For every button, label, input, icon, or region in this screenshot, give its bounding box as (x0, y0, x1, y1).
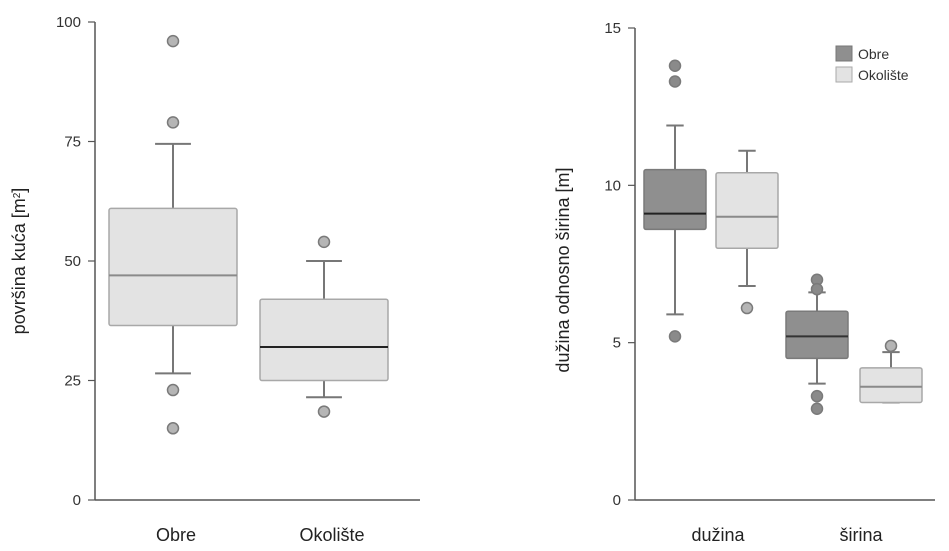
right-y-ticks: 0 5 10 15 (604, 20, 635, 509)
box-iqr (785, 310, 849, 360)
right-y-tick-label: 0 (613, 492, 621, 509)
right-category-label-duzina: dužina (691, 525, 745, 545)
right-boxes (643, 59, 923, 415)
legend-label-okoliste: Okolište (858, 67, 909, 83)
box-iqr (108, 207, 238, 327)
left-y-axis-title: površina kuća [m2] (9, 188, 29, 335)
left-category-label-obre: Obre (156, 525, 196, 545)
left-y-tick-label: 100 (56, 14, 81, 31)
outlier-point (317, 405, 331, 418)
right-y-tick-label: 15 (604, 20, 621, 37)
right-box-0 (643, 59, 707, 343)
left-box-1 (259, 235, 389, 418)
outlier-point (317, 235, 331, 249)
left-y-axis-title-end: ] (9, 188, 29, 193)
right-category-label-sirina: širina (839, 525, 883, 545)
outlier-point (810, 389, 824, 403)
outlier-point (810, 402, 824, 415)
left-y-tick-label: 75 (64, 134, 81, 151)
chart-right: 0 5 10 15 dužina širina dužina odnosno širi… (553, 20, 935, 545)
right-y-tick-label: 5 (613, 335, 621, 352)
outlier-point (884, 339, 898, 353)
legend-swatch-okoliste (835, 66, 853, 83)
legend: Obre Okolište (835, 45, 909, 83)
box-iqr (715, 171, 779, 250)
outlier-point (740, 301, 754, 315)
right-box-3 (859, 339, 923, 404)
outlier-point (668, 59, 682, 73)
legend-swatch-obre (835, 45, 853, 62)
left-y-ticks: 0 25 50 75 100 (56, 14, 95, 509)
outlier-point (166, 116, 180, 129)
left-y-axis-title-sup: 2 (12, 192, 23, 198)
left-y-tick-label: 0 (73, 492, 81, 509)
right-y-axis-title: dužina odnosno širina [m] (553, 167, 573, 372)
left-y-tick-label: 25 (64, 373, 81, 390)
left-y-axis-title-main: površina kuća [m (9, 198, 29, 334)
outlier-point (668, 330, 682, 343)
legend-label-obre: Obre (858, 46, 889, 62)
outlier-point (668, 75, 682, 88)
left-y-tick-label: 50 (64, 253, 81, 270)
outlier-point (166, 422, 180, 435)
box-iqr (859, 367, 923, 404)
chart-left: 0 25 50 75 100 Obre Okolište površina kuća [… (9, 14, 420, 545)
left-category-label-okoliste: Okolište (299, 525, 364, 545)
outlier-point (810, 282, 824, 296)
left-boxes (108, 34, 389, 435)
right-y-tick-label: 10 (604, 177, 621, 194)
outlier-point (166, 34, 180, 48)
box-iqr (643, 168, 707, 231)
right-box-1 (715, 149, 779, 315)
right-box-2 (785, 273, 849, 415)
left-box-0 (108, 34, 238, 435)
outlier-point (166, 383, 180, 397)
box-iqr (259, 298, 389, 382)
